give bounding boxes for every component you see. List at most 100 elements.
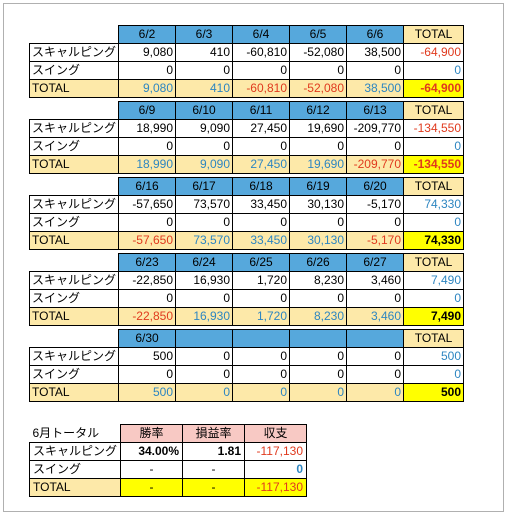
- scalping-cell: 500: [118, 347, 177, 366]
- total-cell: 33,450: [232, 231, 291, 250]
- swing-cell: 0: [346, 365, 405, 384]
- week-table: 6/30 TOTAL スキャルピング 500 0 0 0 0 500 スイング 0 0 0 0 0 0 TOTA…: [28, 329, 465, 402]
- summary-cell: 34.00%: [120, 442, 184, 461]
- total-cell: 19,690: [289, 155, 348, 174]
- swing-cell: 0: [118, 137, 177, 156]
- total-cell: 1,720: [232, 307, 291, 326]
- swing-total-cell: 0: [403, 289, 465, 308]
- summary-row-label: スキャルピング: [28, 442, 122, 461]
- scalping-cell: 8,230: [289, 271, 348, 290]
- total-cell: 500: [118, 383, 177, 402]
- swing-total-cell: 0: [403, 61, 465, 80]
- swing-cell: 0: [175, 61, 234, 80]
- total-cell: 0: [289, 383, 348, 402]
- week-table: 6/9 6/10 6/11 6/12 6/13 TOTAL スキャルピング 18,990 9,0…: [28, 101, 465, 174]
- summary-header-pl-ratio: 損益率: [182, 424, 246, 443]
- scalping-total-cell: 500: [403, 347, 465, 366]
- corner-blank: [30, 178, 119, 196]
- total-cell: 27,450: [232, 155, 291, 174]
- swing-cell: 0: [346, 61, 405, 80]
- total-header: TOTAL: [403, 177, 465, 196]
- scalping-cell: 0: [346, 347, 405, 366]
- row-label-scalping: スキャルピング: [28, 347, 120, 366]
- grand-total-cell: -64,900: [403, 79, 465, 98]
- scalping-cell: 3,460: [346, 271, 405, 290]
- date-header: 6/11: [232, 101, 291, 120]
- row-label-scalping: スキャルピング: [28, 271, 120, 290]
- swing-cell: 0: [232, 61, 291, 80]
- scalping-cell: 27,450: [232, 119, 291, 138]
- date-header: 6/24: [175, 253, 234, 272]
- swing-cell: 0: [175, 289, 234, 308]
- date-header: 6/4: [232, 25, 291, 44]
- date-header: 6/2: [118, 25, 177, 44]
- scalping-total-cell: -64,900: [403, 43, 465, 62]
- date-header: 6/30: [118, 329, 177, 348]
- total-header: TOTAL: [403, 329, 465, 348]
- scalping-cell: -52,080: [289, 43, 348, 62]
- date-header: 6/6: [346, 25, 405, 44]
- monthly-summary-table: 6月トータル 勝率 損益率 収支 スキャルピング 34.00% 1.81 -11…: [28, 424, 308, 497]
- scalping-cell: -57,650: [118, 195, 177, 214]
- total-cell: 3,460: [346, 307, 405, 326]
- summary-cell: 0: [244, 460, 308, 479]
- scalping-cell: 9,080: [118, 43, 177, 62]
- summary-row-label: TOTAL: [28, 478, 122, 497]
- summary-header-balance: 収支: [244, 424, 308, 443]
- scalping-cell: 38,500: [346, 43, 405, 62]
- corner-blank: [30, 26, 119, 44]
- scalping-total-cell: 7,490: [403, 271, 465, 290]
- total-cell: 9,080: [118, 79, 177, 98]
- swing-cell: 0: [118, 289, 177, 308]
- swing-cell: 0: [232, 137, 291, 156]
- swing-cell: 0: [118, 213, 177, 232]
- scalping-cell: 33,450: [232, 195, 291, 214]
- summary-header-win-rate: 勝率: [120, 424, 184, 443]
- scalping-total-cell: 74,330: [403, 195, 465, 214]
- row-label-swing: スイング: [28, 137, 120, 156]
- total-cell: 9,090: [175, 155, 234, 174]
- date-header: 6/25: [232, 253, 291, 272]
- summary-cell: -: [182, 478, 246, 497]
- summary-cell: -117,130: [244, 442, 308, 461]
- total-cell: 73,570: [175, 231, 234, 250]
- swing-total-cell: 0: [403, 213, 465, 232]
- week-table: 6/23 6/24 6/25 6/26 6/27 TOTAL スキャルピング -22,850 1…: [28, 253, 465, 326]
- date-header: 6/16: [118, 177, 177, 196]
- total-cell: 16,930: [175, 307, 234, 326]
- swing-cell: 0: [232, 365, 291, 384]
- date-header: 6/12: [289, 101, 348, 120]
- total-header: TOTAL: [403, 253, 465, 272]
- summary-cell: -: [182, 460, 246, 479]
- swing-cell: 0: [232, 213, 291, 232]
- summary-title: 6月トータル: [32, 425, 100, 440]
- swing-cell: 0: [289, 61, 348, 80]
- scalping-cell: 0: [232, 347, 291, 366]
- grand-total-cell: 500: [403, 383, 465, 402]
- row-label-total: TOTAL: [28, 79, 120, 98]
- sheet-frame: [3, 3, 504, 512]
- row-label-total: TOTAL: [28, 155, 120, 174]
- total-cell: -57,650: [118, 231, 177, 250]
- scalping-cell: 30,130: [289, 195, 348, 214]
- total-cell: -52,080: [289, 79, 348, 98]
- total-cell: -209,770: [346, 155, 405, 174]
- scalping-cell: 19,690: [289, 119, 348, 138]
- grand-total-cell: -134,550: [403, 155, 465, 174]
- scalping-cell: 1,720: [232, 271, 291, 290]
- date-header: 6/13: [346, 101, 405, 120]
- date-header: 6/20: [346, 177, 405, 196]
- row-label-scalping: スキャルピング: [28, 195, 120, 214]
- scalping-cell: -209,770: [346, 119, 405, 138]
- date-header: [232, 329, 291, 348]
- date-header: 6/19: [289, 177, 348, 196]
- swing-cell: 0: [118, 61, 177, 80]
- date-header: 6/23: [118, 253, 177, 272]
- swing-cell: 0: [289, 289, 348, 308]
- week-table: 6/16 6/17 6/18 6/19 6/20 TOTAL スキャルピング -57,650 7…: [28, 177, 465, 250]
- swing-cell: 0: [289, 137, 348, 156]
- scalping-cell: 73,570: [175, 195, 234, 214]
- date-header: 6/26: [289, 253, 348, 272]
- swing-cell: 0: [118, 365, 177, 384]
- row-label-total: TOTAL: [28, 307, 120, 326]
